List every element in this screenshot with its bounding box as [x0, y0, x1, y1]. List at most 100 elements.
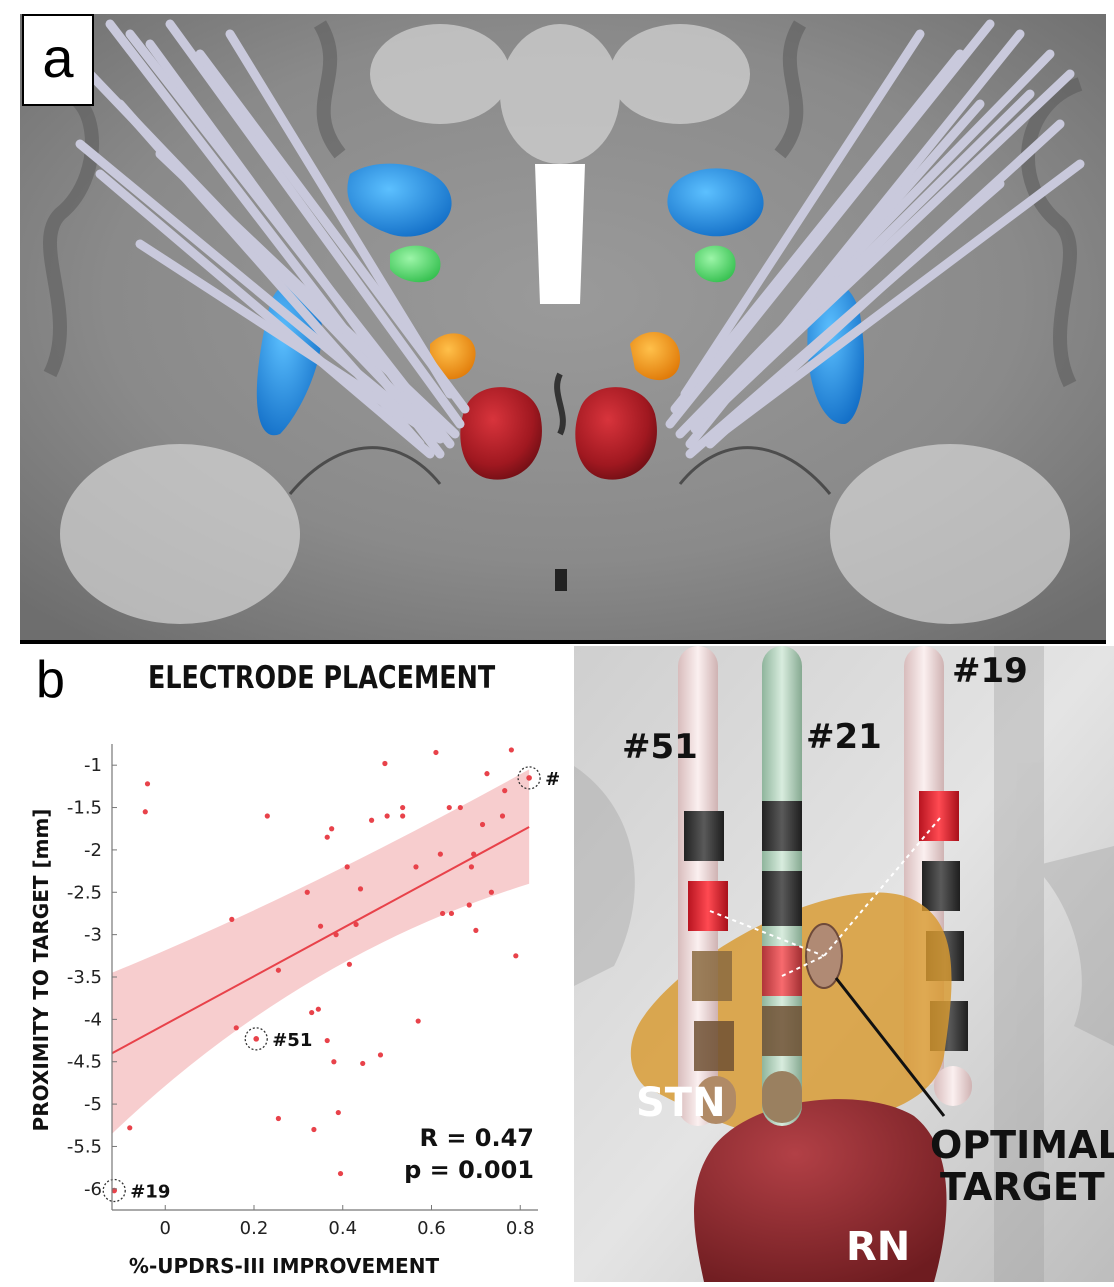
data-point [229, 916, 235, 922]
data-point [324, 1037, 330, 1044]
data-point [479, 821, 486, 828]
label-lead-19: #19 [952, 651, 1028, 691]
highlight-ring [244, 1027, 268, 1051]
regression-line [111, 826, 530, 1055]
x-tick-label: 0.2 [240, 1218, 269, 1239]
data-point [324, 834, 330, 840]
y-tick-label: -2.5 [67, 882, 102, 903]
data-point [446, 804, 452, 811]
data-point [499, 813, 506, 819]
scatter-chart: #21 #51 #19 -1 -1.5 -2 -2.5 -3 -3.5 -4 -4.5 -5 -5.5… [0, 690, 585, 1282]
panel-divider [20, 640, 1106, 644]
data-point [384, 813, 390, 819]
data-point [142, 809, 148, 815]
data-point [360, 1060, 366, 1067]
data-point [400, 804, 406, 811]
panel-a-label: a [22, 14, 94, 106]
x-tick-label: 0 [160, 1218, 171, 1239]
highlight-ring [517, 766, 541, 790]
highlight-label: #19 [130, 1182, 170, 1203]
label-stn: STN [636, 1080, 726, 1126]
data-point [413, 864, 419, 870]
data-point [400, 813, 406, 819]
data-point [346, 961, 353, 967]
x-tick-label: 0.6 [417, 1218, 446, 1239]
data-point [457, 804, 463, 811]
chart-title: ELECTRODE PLACEMENT [148, 660, 496, 696]
data-point [471, 851, 477, 857]
label-lead-21: #21 [806, 717, 882, 757]
data-point [264, 813, 270, 819]
label-target: TARGET [940, 1165, 1105, 1209]
data-point [311, 1126, 317, 1133]
annotation-r: R = 0.47 [419, 1124, 534, 1152]
y-tick-label: -3 [84, 925, 102, 946]
electrode-3d-svg: #51 #21 #19 STN RN OPTIMAL TARGET [574, 646, 1114, 1282]
y-tick-label: -4 [84, 1009, 102, 1030]
data-point [275, 1115, 282, 1122]
data-point [484, 771, 490, 777]
data-point [317, 923, 324, 929]
electrode-3d-render: #51 #21 #19 STN RN OPTIMAL TARGET [574, 646, 1114, 1282]
data-point [329, 826, 335, 832]
rn-shape [694, 1099, 947, 1282]
data-point [337, 1170, 344, 1177]
label-rn: RN [846, 1224, 910, 1270]
brain-slice-image [20, 14, 1106, 642]
lead-21 [762, 646, 802, 1126]
y-tick-label: -1.5 [67, 798, 102, 819]
highlight-point [253, 1036, 260, 1042]
y-tick-label: -5.5 [67, 1136, 102, 1157]
data-point [502, 788, 508, 794]
data-point [377, 1052, 384, 1058]
data-point [344, 864, 350, 870]
data-point [368, 817, 375, 823]
y-tick-label: -4.5 [67, 1052, 102, 1073]
y-tick-label: -6 [84, 1179, 102, 1200]
data-point [439, 910, 446, 917]
data-point [513, 953, 519, 959]
highlight-label: #51 [272, 1030, 312, 1051]
y-tick-label: -3.5 [67, 967, 102, 988]
label-optimal: OPTIMAL [930, 1123, 1114, 1167]
data-point [382, 760, 388, 767]
data-point [448, 910, 455, 917]
highlight-label: #21 [545, 769, 560, 790]
brain-slice-illustration [20, 14, 1106, 642]
scatter-svg: #21 #51 #19 -1 -1.5 -2 -2.5 -3 -3.5 -4 -4.5 -5 -5.5… [29, 744, 585, 1278]
data-point [353, 921, 359, 928]
data-point [127, 1125, 133, 1131]
data-point [233, 1025, 239, 1031]
label-lead-51: #51 [622, 727, 698, 767]
data-point [488, 889, 495, 895]
data-point [331, 1059, 337, 1065]
data-point [309, 1009, 315, 1016]
data-point [415, 1018, 421, 1024]
y-tick-label: -2 [84, 840, 102, 861]
data-point [335, 1109, 341, 1116]
data-point [333, 932, 339, 938]
data-point [144, 781, 151, 787]
data-point [304, 889, 310, 895]
x-tick-label: 0.8 [506, 1218, 535, 1239]
lead-51 [678, 646, 736, 1126]
highlight-ring [102, 1178, 126, 1203]
x-tick-label: 0.4 [328, 1218, 357, 1239]
data-point [433, 749, 439, 756]
annotation-p: p = 0.001 [404, 1156, 534, 1184]
data-point [466, 902, 472, 908]
y-axis-label: PROXIMITY TO TARGET [mm] [29, 809, 53, 1132]
data-point [275, 967, 282, 973]
highlight-point [526, 775, 532, 781]
data-point [357, 886, 364, 892]
data-point [437, 851, 443, 857]
data-point [473, 927, 479, 933]
confidence-band [112, 769, 530, 1134]
data-point [315, 1006, 321, 1012]
y-tick-label: -1 [84, 755, 102, 776]
data-point [468, 864, 475, 870]
data-point [508, 747, 514, 753]
x-axis-label: %-UPDRS-III IMPROVEMENT [129, 1254, 440, 1278]
panel-b-label: b [36, 651, 65, 709]
y-tick-label: -5 [84, 1094, 102, 1115]
